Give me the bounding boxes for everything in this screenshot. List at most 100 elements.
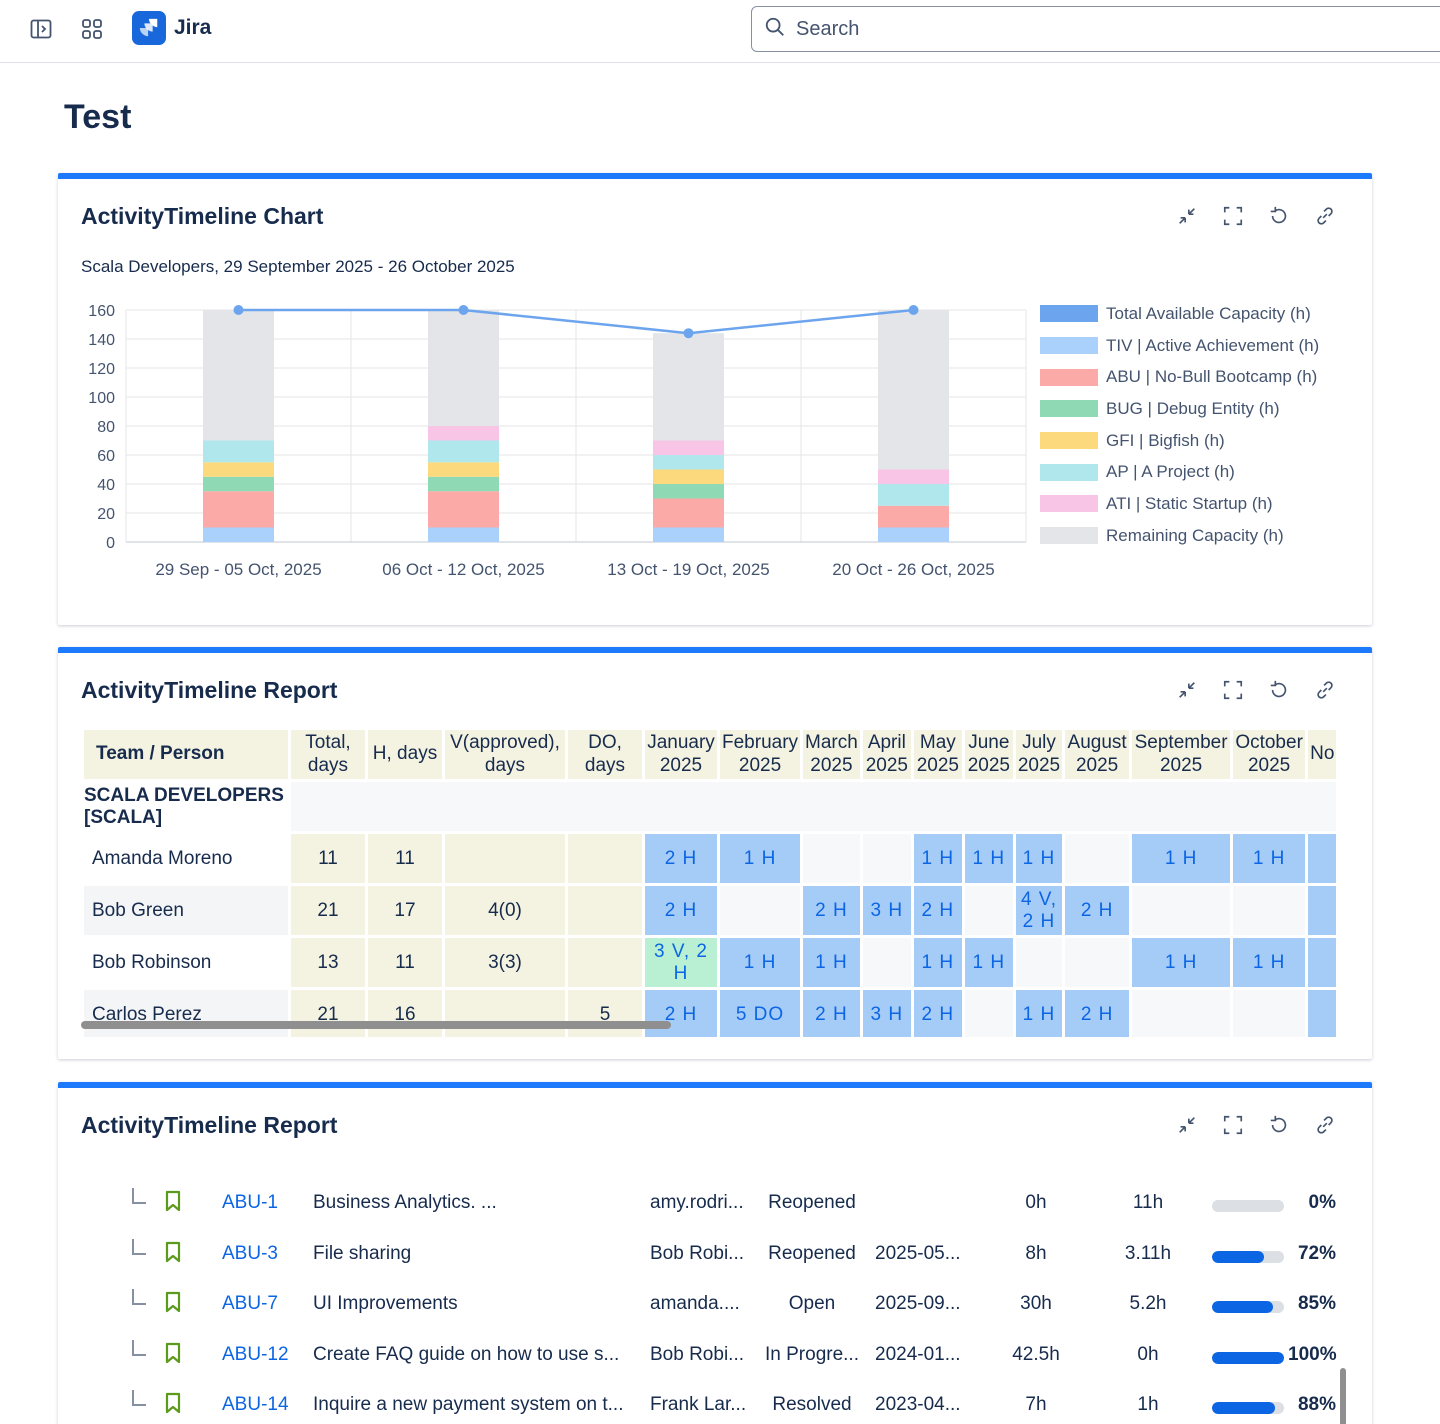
month-cell[interactable]: 1 H [913, 834, 962, 883]
refresh-icon[interactable] [1266, 1112, 1292, 1138]
column-header-h[interactable]: H, days [368, 730, 442, 779]
sidebar-toggle-icon[interactable] [26, 14, 56, 44]
column-header-person[interactable]: Team / Person [84, 730, 288, 779]
column-header-month[interactable]: October 2025 [1233, 730, 1306, 779]
month-cell[interactable] [964, 886, 1013, 935]
month-cell[interactable]: 5 DO [720, 990, 801, 1037]
legend-item[interactable]: Remaining Capacity (h) [1040, 520, 1319, 552]
legend-item[interactable]: Total Available Capacity (h) [1040, 298, 1319, 330]
app-switcher-icon[interactable] [77, 14, 107, 44]
month-cell[interactable]: 1 H [720, 834, 801, 883]
legend-item[interactable]: ATI | Static Startup (h) [1040, 488, 1319, 520]
search-input[interactable] [796, 17, 1296, 41]
link-icon[interactable] [1312, 1112, 1338, 1138]
column-header-month[interactable]: September 2025 [1132, 730, 1231, 779]
link-icon[interactable] [1312, 677, 1338, 703]
issue-row[interactable]: ABU-7 UI Improvements amanda.... Open 2025-0… [58, 1281, 1372, 1332]
person-name[interactable]: Bob Green [84, 886, 288, 935]
issue-row[interactable]: ABU-3 File sharing Bob Robi... Reopened 2025… [58, 1231, 1372, 1282]
legend-item[interactable]: AP | A Project (h) [1040, 456, 1319, 488]
column-header-month[interactable]: June 2025 [964, 730, 1013, 779]
column-header-month[interactable]: February 2025 [720, 730, 801, 779]
fullscreen-icon[interactable] [1220, 1112, 1246, 1138]
month-cell[interactable]: 1 H [1233, 938, 1306, 987]
month-cell[interactable]: 1 H [913, 938, 962, 987]
issue-row[interactable]: ABU-12 Create FAQ guide on how to use s..… [58, 1332, 1372, 1383]
minimize-icon[interactable] [1174, 203, 1200, 229]
month-cell[interactable]: 1 H [803, 938, 860, 987]
column-header-v[interactable]: V(approved), days [445, 730, 565, 779]
legend-item[interactable]: BUG | Debug Entity (h) [1040, 393, 1319, 425]
month-cell[interactable]: 1 H [1132, 834, 1231, 883]
month-cell[interactable] [1065, 834, 1130, 883]
month-cell[interactable]: 2 H [913, 990, 962, 1037]
month-cell[interactable] [1308, 938, 1337, 987]
month-cell[interactable]: 4 V, 2 H [1015, 886, 1063, 935]
column-header-month[interactable]: March 2025 [803, 730, 860, 779]
month-cell[interactable]: 3 V, 2 H [645, 938, 717, 987]
month-cell[interactable]: 2 H [1065, 886, 1130, 935]
minimize-icon[interactable] [1174, 677, 1200, 703]
issue-key-link[interactable]: ABU-14 [222, 1394, 289, 1416]
month-cell[interactable]: 2 H [1065, 990, 1130, 1037]
month-cell[interactable] [1233, 990, 1306, 1037]
jira-logo[interactable]: Jira [132, 11, 211, 45]
issue-row[interactable]: ABU-14 Inquire a new payment system on t.… [58, 1382, 1372, 1424]
person-name[interactable]: Amanda Moreno [84, 834, 288, 883]
vertical-scrollbar[interactable] [1340, 1368, 1346, 1424]
month-cell[interactable]: 1 H [964, 834, 1013, 883]
month-cell[interactable]: 2 H [645, 834, 717, 883]
column-header-month[interactable]: July 2025 [1015, 730, 1063, 779]
month-cell[interactable] [1015, 938, 1063, 987]
legend-item[interactable]: GFI | Bigfish (h) [1040, 425, 1319, 457]
month-cell[interactable] [1233, 886, 1306, 935]
column-header-do[interactable]: DO, days [568, 730, 642, 779]
minimize-icon[interactable] [1174, 1112, 1200, 1138]
column-header-month[interactable]: No [1308, 730, 1337, 779]
column-header-total[interactable]: Total, days [291, 730, 365, 779]
refresh-icon[interactable] [1266, 203, 1292, 229]
month-cell[interactable]: 1 H [964, 938, 1013, 987]
issue-key-link[interactable]: ABU-3 [222, 1242, 278, 1264]
month-cell[interactable] [720, 886, 801, 935]
issue-key-link[interactable]: ABU-7 [222, 1293, 278, 1315]
month-cell[interactable]: 2 H [913, 886, 962, 935]
month-cell[interactable] [1308, 834, 1337, 883]
month-cell[interactable] [964, 990, 1013, 1037]
month-cell[interactable]: 1 H [1233, 834, 1306, 883]
month-cell[interactable]: 1 H [1015, 834, 1063, 883]
month-cell[interactable] [1308, 886, 1337, 935]
month-cell[interactable] [803, 834, 860, 883]
month-cell[interactable]: 2 H [645, 990, 717, 1037]
month-cell[interactable]: 2 H [803, 886, 860, 935]
month-cell[interactable] [1132, 886, 1231, 935]
month-cell[interactable] [1132, 990, 1231, 1037]
month-cell[interactable]: 3 H [862, 886, 911, 935]
month-cell[interactable]: 1 H [1015, 990, 1063, 1037]
issue-key-link[interactable]: ABU-12 [222, 1343, 289, 1365]
issue-key-link[interactable]: ABU-1 [222, 1192, 278, 1213]
legend-item[interactable]: TIV | Active Achievement (h) [1040, 330, 1319, 362]
month-cell[interactable]: 2 H [803, 990, 860, 1037]
issue-row[interactable]: ABU-1 Business Analytics. ... amy.rodri...… [58, 1180, 1372, 1231]
month-cell[interactable] [862, 834, 911, 883]
person-name[interactable]: Carlos Perez [84, 990, 288, 1037]
report-table-scroll[interactable]: Team / Person Total, days H, days V(appro… [81, 727, 1349, 1037]
column-header-month[interactable]: January 2025 [645, 730, 717, 779]
fullscreen-icon[interactable] [1220, 677, 1246, 703]
horizontal-scrollbar[interactable] [81, 1021, 671, 1029]
month-cell[interactable]: 1 H [720, 938, 801, 987]
column-header-month[interactable]: May 2025 [913, 730, 962, 779]
person-name[interactable]: Bob Robinson [84, 938, 288, 987]
refresh-icon[interactable] [1266, 677, 1292, 703]
column-header-month[interactable]: April 2025 [862, 730, 911, 779]
link-icon[interactable] [1312, 203, 1338, 229]
fullscreen-icon[interactable] [1220, 203, 1246, 229]
month-cell[interactable]: 1 H [1132, 938, 1231, 987]
legend-item[interactable]: ABU | No-Bull Bootcamp (h) [1040, 361, 1319, 393]
month-cell[interactable] [862, 938, 911, 987]
month-cell[interactable]: 3 H [862, 990, 911, 1037]
month-cell[interactable] [1065, 938, 1130, 987]
search-box[interactable] [751, 6, 1440, 52]
column-header-month[interactable]: August 2025 [1065, 730, 1130, 779]
